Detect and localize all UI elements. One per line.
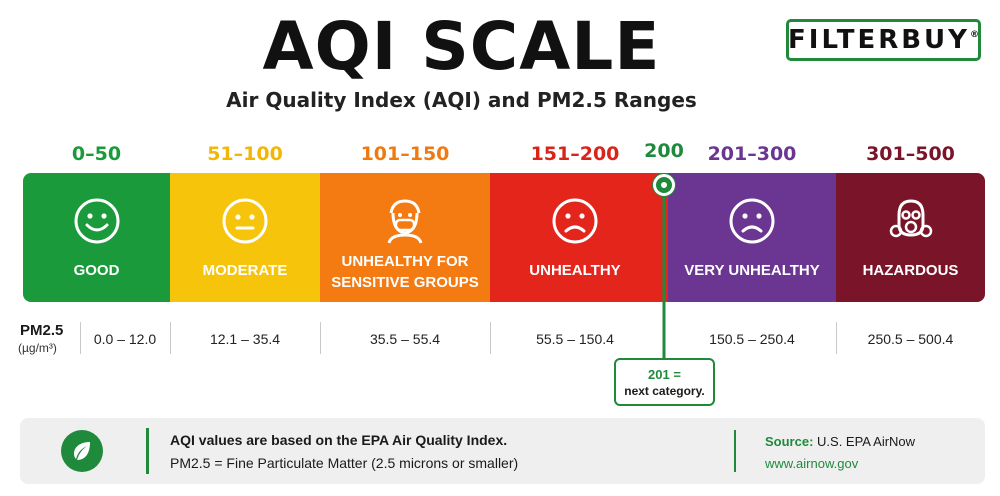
pm25-value-good: 0.0 – 12.0 [93, 331, 157, 347]
footer-url-link[interactable]: www.airnow.gov [765, 456, 859, 471]
label-usg-line2: SENSITIVE GROUPS [331, 274, 479, 291]
source-value: U.S. EPA AirNow [817, 434, 916, 449]
callout-text: next category. [624, 384, 705, 398]
aqi-color-band: GOOD MODERATE UNHEALTHY FOR SENSITIVE GR… [23, 173, 985, 302]
smiley-face-icon [23, 197, 170, 245]
footer-divider [734, 430, 736, 472]
filterbuy-logo: FILTERBUY ® [786, 19, 981, 61]
label-good: GOOD [73, 262, 120, 279]
pm25-value-very-unhealthy: 150.5 – 250.4 [709, 331, 795, 347]
footer-accent-bar [146, 428, 149, 474]
range-usg: 101–150 [360, 143, 450, 165]
segment-unhealthy: UNHEALTHY [490, 173, 668, 302]
leaf-icon [61, 430, 103, 472]
marker-200-label: 200 [644, 140, 684, 162]
registered-mark: ® [970, 30, 979, 40]
sad-face-icon [668, 197, 836, 245]
page-subtitle: Air Quality Index (AQI) and PM2.5 Ranges [226, 88, 697, 112]
range-good: 0–50 [71, 143, 122, 165]
neutral-face-icon [170, 197, 320, 245]
segment-good: GOOD [23, 173, 170, 302]
range-hazardous: 301–500 [866, 143, 955, 165]
pm25-label: PM2.5 [20, 322, 64, 339]
footer-source: Source: U.S. EPA AirNow [765, 434, 915, 449]
marker-200-dot [653, 174, 675, 196]
source-label: Source: [765, 434, 814, 449]
sad-face-icon [490, 197, 660, 245]
footer-line-1: AQI values are based on the EPA Air Qual… [170, 432, 508, 448]
pm25-value-hazardous: 250.5 – 500.4 [867, 331, 954, 347]
label-hazardous: HAZARDOUS [862, 262, 959, 279]
pm25-divider [170, 322, 171, 354]
marker-callout: 201 = next category. [614, 358, 715, 406]
footer-line-2: PM2.5 = Fine Particulate Matter (2.5 mic… [170, 455, 519, 471]
pm25-divider [320, 322, 321, 354]
logo-text: FILTERBUY [788, 25, 970, 55]
segment-usg: UNHEALTHY FOR SENSITIVE GROUPS [320, 173, 490, 302]
footer-info-box: AQI values are based on the EPA Air Qual… [20, 418, 985, 484]
segment-moderate: MODERATE [170, 173, 320, 302]
pm25-divider [80, 322, 81, 354]
marker-200-line [662, 174, 666, 359]
label-unhealthy: UNHEALTHY [529, 262, 621, 279]
range-unhealthy: 151–200 [530, 143, 620, 165]
label-moderate: MODERATE [202, 262, 288, 279]
gas-mask-icon [836, 197, 985, 245]
pm25-value-moderate: 12.1 – 35.4 [209, 331, 281, 347]
segment-hazardous: HAZARDOUS [836, 173, 985, 302]
pm25-divider [836, 322, 837, 354]
pm25-divider [490, 322, 491, 354]
range-moderate: 51–100 [207, 143, 283, 165]
masked-person-icon [320, 197, 490, 245]
segment-very-unhealthy: VERY UNHEALTHY [668, 173, 836, 302]
range-very-unhealthy: 201–300 [707, 143, 797, 165]
pm25-value-unhealthy: 55.5 – 150.4 [536, 331, 614, 347]
pm25-value-usg: 35.5 – 55.4 [369, 331, 441, 347]
callout-value: 201 = [648, 367, 681, 382]
label-usg-line1: UNHEALTHY FOR [341, 253, 469, 270]
label-very-unhealthy: VERY UNHEALTHY [684, 262, 820, 279]
page-title: AQI SCALE [262, 8, 661, 85]
pm25-unit: (µg/m³) [18, 341, 57, 355]
